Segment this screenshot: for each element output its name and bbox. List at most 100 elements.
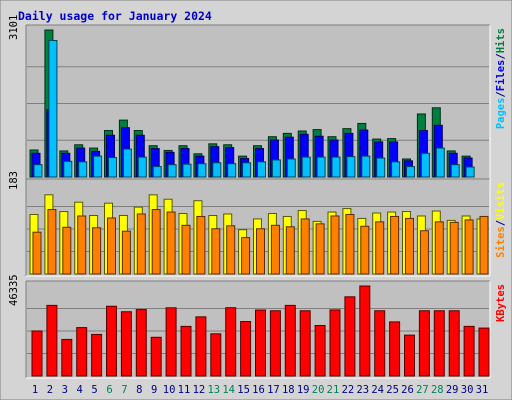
bar-pages-day-17 [271,159,281,178]
legend-text: Pages/Files/Hits [495,28,507,129]
bar-kbytes-day-11 [180,325,192,377]
bar-kbytes-day-18 [284,304,296,377]
legend-hits: Hits [495,28,507,53]
bar-sites-day-9 [151,209,161,275]
x-tick-day-26: 26 [401,384,414,396]
bar-kbytes-day-4 [76,327,88,377]
bar-sites-day-14 [226,225,236,275]
bar-pages-day-12 [197,163,207,178]
x-tick-day-19: 19 [297,384,310,396]
bar-kbytes-day-28 [433,310,445,377]
bar-pages-day-14 [227,163,237,178]
bar-pages-day-2 [48,39,58,178]
bar-sites-day-20 [315,223,325,275]
bar-pages-day-16 [257,161,266,178]
bar-kbytes-day-29 [448,310,460,377]
bar-pages-day-11 [182,163,192,178]
bar-sites-day-16 [256,228,265,275]
bar-sites-day-3 [62,226,72,275]
x-tick-day-11: 11 [178,384,191,396]
bar-pages-day-22 [346,156,356,178]
bar-pages-day-9 [152,166,162,178]
bar-pages-day-28 [435,147,445,178]
x-tick-day-23: 23 [356,384,369,396]
legend-separator: / [495,220,507,226]
x-axis-labels: 1 2 3 4 5 6 7 8 9 10 11 12 13 14 15 16 17 18 19 20 21 22 23 24 2… [32,384,488,396]
bar-sites-day-24 [375,221,385,275]
legend-kbytes: KBytes [495,284,507,322]
x-tick-day-7: 7 [121,384,127,396]
bar-kbytes-day-21 [329,309,341,377]
bar-pages-day-5 [93,155,103,178]
x-tick-day-12: 12 [193,384,206,396]
bar-kbytes-day-22 [344,296,356,377]
bar-kbytes-day-5 [91,333,103,377]
bar-pages-day-19 [301,156,311,178]
series-pages [33,39,475,178]
bar-kbytes-day-7 [120,311,132,377]
legend-pages: Pages [495,98,507,130]
bar-sites-day-28 [434,221,444,275]
bar-sites-day-13 [211,228,221,275]
bar-pages-day-6 [108,157,117,178]
bar-sites-day-17 [270,224,280,275]
x-tick-day-14: 14 [222,384,235,396]
bar-sites-day-8 [136,213,146,275]
x-tick-day-22: 22 [342,384,355,396]
x-tick-day-8: 8 [136,384,142,396]
bar-sites-day-11 [181,224,191,275]
bar-pages-day-24 [376,157,386,178]
bar-kbytes-day-8 [135,309,147,377]
bar-sites-day-1 [32,231,42,275]
x-tick-day-24: 24 [371,384,384,396]
x-tick-day-10: 10 [163,384,176,396]
bar-pages-day-23 [361,155,371,178]
bar-kbytes-day-20 [314,324,326,377]
bar-pages-day-20 [316,156,326,178]
x-tick-day-3: 3 [62,384,68,396]
bar-kbytes-day-27 [418,310,430,377]
x-tick-day-20: 20 [312,384,325,396]
legend-separator: / [495,91,507,97]
series-sites [32,209,489,275]
x-tick-day-17: 17 [267,384,280,396]
bar-sites-day-19 [300,218,310,275]
bar-kbytes-day-19 [299,310,311,377]
x-tick-day-15: 15 [237,384,250,396]
bar-sites-day-26 [405,217,414,275]
bar-kbytes-day-2 [46,304,58,377]
bar-kbytes-day-31 [478,327,490,377]
bar-sites-day-29 [449,221,459,275]
legend-text: KBytes [495,284,507,322]
bar-kbytes-day-15 [240,321,252,377]
bar-kbytes-day-23 [359,285,371,377]
bar-sites-day-15 [241,237,251,275]
bar-sites-day-18 [285,226,295,275]
bar-kbytes-day-25 [389,321,401,377]
bar-pages-day-25 [391,161,401,178]
bar-kbytes-day-17 [269,310,281,377]
bar-pages-day-29 [450,164,460,178]
bar-sites-day-5 [92,227,102,275]
bar-sites-day-30 [464,219,474,275]
bar-sites-day-25 [390,215,400,275]
bar-sites-day-21 [330,215,340,275]
bar-sites-day-12 [196,215,206,275]
bar-kbytes-day-13 [210,333,222,377]
bar-pages-day-8 [137,156,147,178]
x-tick-day-18: 18 [282,384,295,396]
legend-visits: Visits [495,182,507,220]
bar-sites-day-10 [166,211,176,275]
chart-title: Daily usage for January 2024 [18,9,212,23]
legend-separator: / [495,53,507,59]
x-tick-day-4: 4 [77,384,83,396]
bar-sites-day-31 [479,215,489,275]
legend-sites: Sites [495,226,507,258]
y-max-label: 46335 [8,274,20,306]
bar-sites-day-2 [47,209,57,275]
bar-kbytes-day-6 [106,305,117,377]
bar-sites-day-23 [360,225,370,275]
x-tick-day-16: 16 [252,384,265,396]
